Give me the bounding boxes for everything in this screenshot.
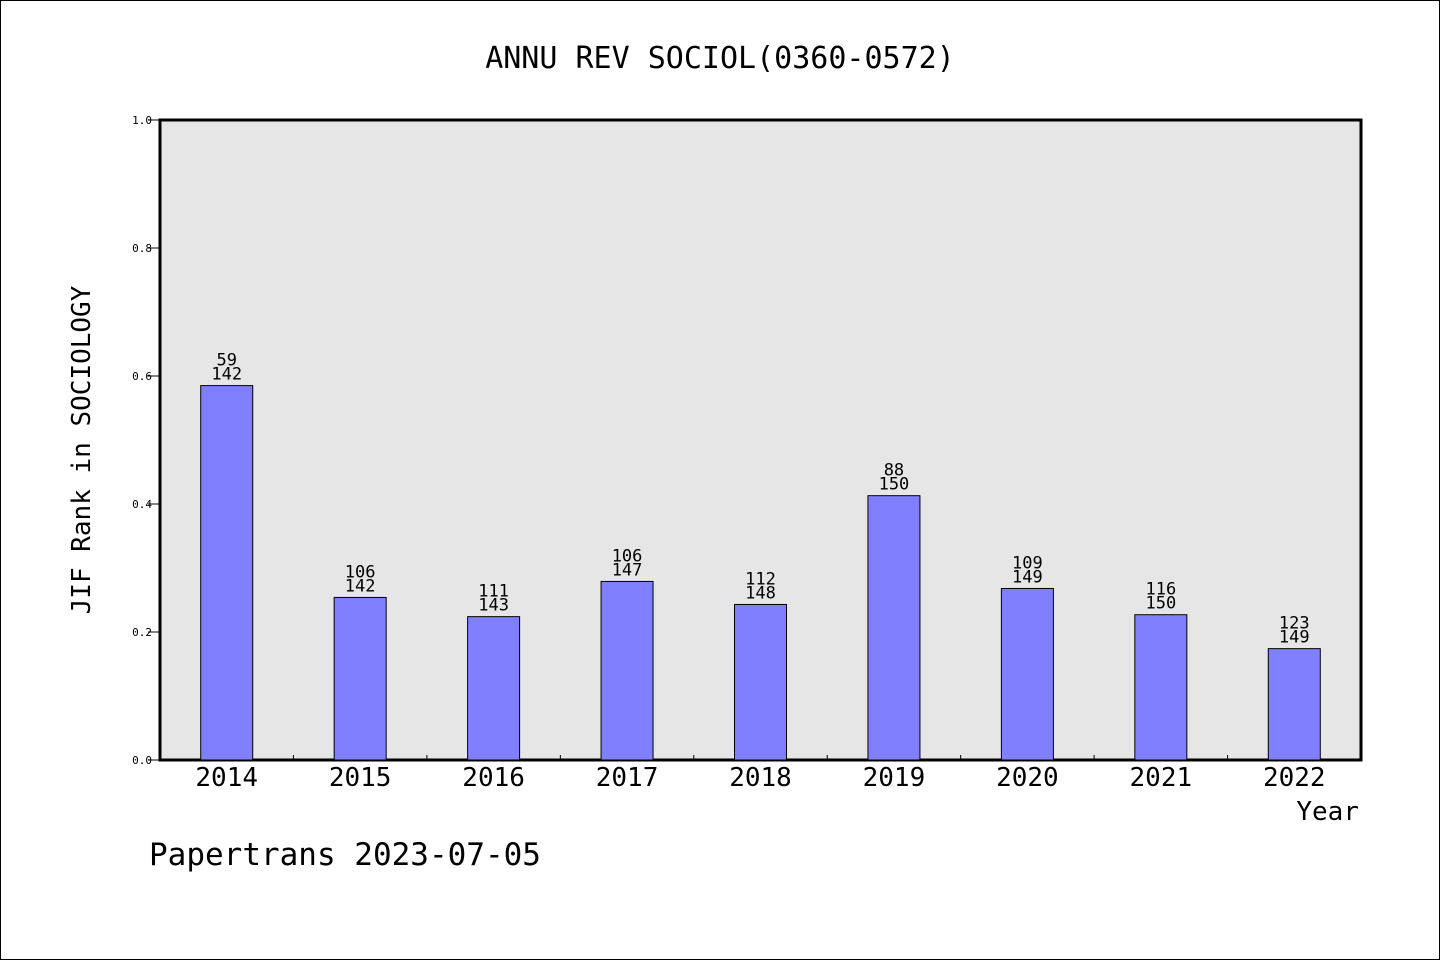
- bar-total-label: 150: [879, 475, 910, 495]
- bar-total-label: 143: [478, 596, 509, 616]
- bar-rank-label: 59: [216, 351, 236, 371]
- bar-2018: [734, 603, 787, 761]
- bar-2021: [1134, 614, 1188, 761]
- bar-2016: [467, 616, 521, 761]
- x-axis-label: Year: [1296, 797, 1359, 827]
- bar-2019: [867, 495, 921, 761]
- y-tick-label: 0.0: [132, 754, 152, 767]
- x-tick-label: 2017: [596, 763, 659, 793]
- x-tick-label: 2014: [195, 763, 258, 793]
- bar-rank-label: 106: [345, 562, 376, 582]
- x-tick-label: 2022: [1263, 763, 1326, 793]
- bar-total-label: 150: [1145, 594, 1176, 614]
- bar-total-label: 147: [612, 560, 643, 580]
- bar-rank-label: 123: [1279, 614, 1310, 634]
- bar-rank-label: 106: [612, 546, 643, 566]
- bar-2022: [1267, 648, 1321, 761]
- bar-rank-label: 111: [478, 582, 509, 602]
- bar-rank-label: 109: [1012, 553, 1043, 573]
- bar-total-label: 149: [1279, 628, 1310, 648]
- y-tick-label: 0.6: [132, 370, 152, 383]
- chart-title: ANNU REV SOCIOL(0360-0572): [485, 41, 955, 76]
- bar-total-label: 142: [345, 576, 376, 596]
- bar-total-label: 149: [1012, 567, 1043, 587]
- footer-text: Papertrans 2023-07-05: [149, 837, 541, 873]
- y-tick-label: 1.0: [132, 114, 152, 127]
- x-tick-label: 2015: [329, 763, 392, 793]
- x-tick-label: 2021: [1130, 763, 1193, 793]
- y-tick-label: 0.8: [132, 242, 152, 255]
- bar-2014: [200, 385, 254, 761]
- x-axis-ticks: 2014 2015 2016 2017 2018 2019 2020 2021 2022: [195, 755, 1326, 793]
- bar-total-label: 148: [745, 583, 776, 603]
- bar-rank-label: 116: [1145, 580, 1176, 600]
- bar-2017: [600, 580, 654, 761]
- x-tick-label: 2020: [996, 763, 1059, 793]
- bar-rank-label: 112: [745, 569, 776, 589]
- bar-total-label: 142: [211, 365, 242, 385]
- y-tick-label: 0.2: [132, 626, 152, 639]
- x-tick-label: 2019: [863, 763, 926, 793]
- bar-2020: [1000, 587, 1054, 761]
- x-tick-label: 2016: [462, 763, 525, 793]
- x-tick-label: 2018: [729, 763, 792, 793]
- bar-rank-label: 88: [884, 461, 904, 481]
- y-axis-ticks: 0.0 0.2 0.4 0.6 0.8 1.0: [132, 114, 160, 767]
- y-axis-label: JIF Rank in SOCIOLOGY: [67, 285, 97, 614]
- y-tick-label: 0.4: [132, 498, 152, 511]
- bar-2015: [333, 596, 387, 761]
